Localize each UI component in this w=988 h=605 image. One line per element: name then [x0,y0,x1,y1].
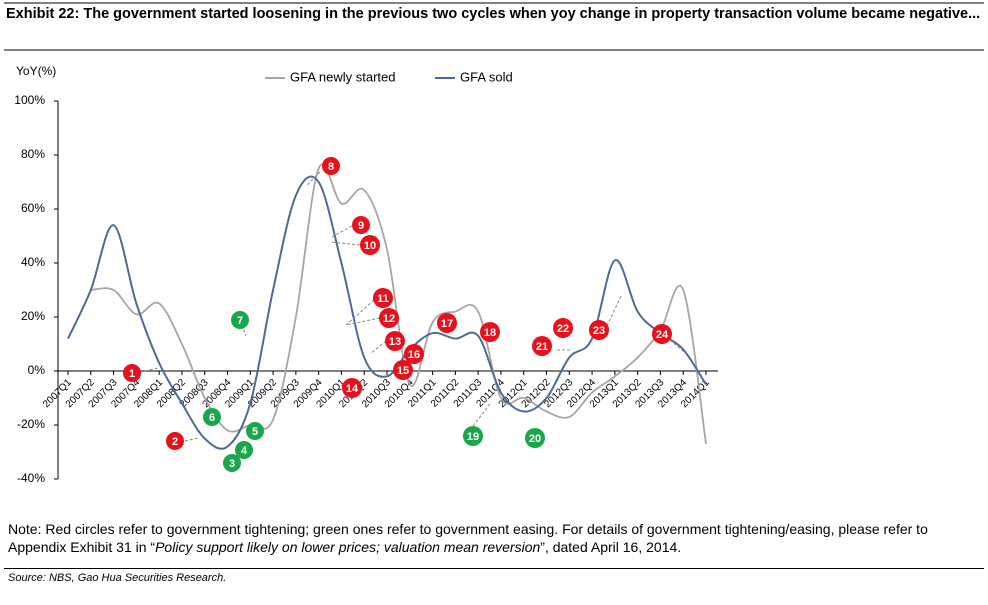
annotation-label: 6 [209,412,215,424]
annotation-label: 1 [129,368,135,380]
annotation-label: 3 [229,458,235,470]
annotation-label: 18 [484,327,496,339]
annotation-arrow [669,339,685,353]
y-tick-label: -20% [17,417,45,431]
annotation-circle [342,378,362,398]
annotation-circle [166,432,184,450]
annotation-label: 24 [656,329,669,341]
annotation-label: 15 [397,365,409,377]
y-tick-label: 0% [28,363,46,377]
annotation-circle [123,364,141,382]
annotation-circle [203,408,221,426]
annotation-label: 10 [364,240,376,252]
annotation-label: 7 [237,315,243,327]
note-italic: Policy support likely on lower prices; v… [155,539,541,555]
y-axis-label: YoY(%) [16,64,56,78]
annotation-arrow [139,367,159,373]
annotation-label: 17 [441,318,453,330]
annotation-label: 14 [346,383,359,395]
series-line [67,175,707,450]
annotation-arrow [345,317,381,326]
chart: Exhibit 22: The government started loose… [4,2,984,485]
annotation-arrow [345,299,375,326]
y-tick-label: 80% [21,147,45,161]
legend-label: GFA newly started [290,69,396,84]
rule [4,568,984,569]
annotation-circle [379,308,399,328]
annotation-circle [373,288,393,308]
annotation-circle [385,331,405,351]
annotation-arrow [329,225,353,239]
note-text: Note: Red circles refer to government ti… [8,521,928,555]
annotation-circle [437,313,457,333]
annotation-circle [532,336,552,356]
annotation-circle [404,344,424,364]
annotation-circle [235,441,253,459]
annotation-circle [525,428,545,448]
note-text: ”, dated April 16, 2014. [540,539,682,555]
y-tick-label: 100% [14,93,45,107]
y-tick-label: 20% [21,309,45,323]
series-line [90,163,707,445]
annotation-circle [463,426,483,446]
annotation-arrow [606,293,623,327]
annotation-circle [231,311,249,329]
annotation-circle [480,322,500,342]
y-tick-label: 60% [21,201,45,215]
annotation-circle [553,318,573,338]
annotation-label: 11 [377,293,389,305]
annotation-label: 5 [252,426,258,438]
y-tick-label: -40% [17,471,45,485]
title-box: Exhibit 22: The government started loose… [6,6,981,22]
annotation-circle [589,320,609,340]
annotation-circle [352,216,370,234]
annotation-label: 12 [383,313,395,325]
annotation-circle [223,454,241,472]
chart-title: Exhibit 22: The government started loose… [6,6,981,22]
annotation-circle [246,422,264,440]
annotation-label: 16 [408,349,420,361]
annotation-arrow [369,340,387,355]
annotation-label: 8 [328,161,334,173]
y-tick-label: 40% [21,255,45,269]
annotation-label: 23 [593,325,605,337]
source: Source: NBS, Gao Hua Securities Research… [8,572,227,584]
annotation-circle [393,360,413,380]
annotation-circle [360,235,380,255]
annotation-label: 4 [241,445,248,457]
annotation-label: 2 [172,436,178,448]
annotation-label: 20 [529,433,541,445]
annotation-label: 21 [536,341,548,353]
annotation-label: 22 [557,323,569,335]
annotation-label: 9 [358,220,364,232]
note: Note: Red circles refer to government ti… [8,520,983,556]
annotation-label: 13 [389,336,401,348]
annotation-circle [652,324,672,344]
annotation-arrow [305,171,321,187]
annotation-label: 19 [467,431,479,443]
annotation-arrow [329,241,361,246]
legend-label: GFA sold [460,69,513,84]
annotation-arrow [184,437,199,442]
annotation-circle [322,157,340,175]
